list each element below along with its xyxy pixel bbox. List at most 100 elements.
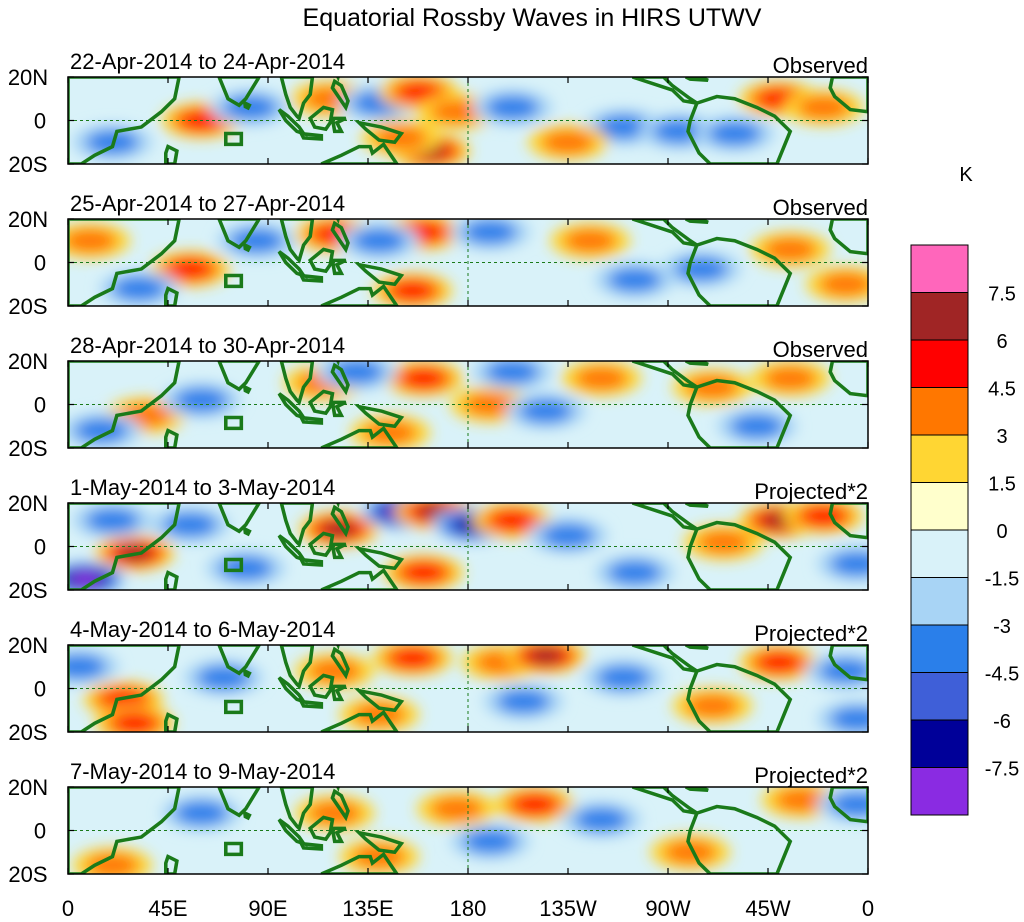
- anomaly-contour: [374, 125, 428, 150]
- colorbar-swatch: [910, 292, 969, 341]
- anomaly-contour: [763, 366, 817, 391]
- panel-2: 20N 0 20S 25-Apr-2014 to 27-Apr-2014 Observe…: [8, 191, 869, 319]
- anomaly-contour: [230, 228, 284, 253]
- colorbar-level-label: -3: [993, 616, 1011, 638]
- y-tick-label: 0: [34, 677, 46, 702]
- anomaly-contour: [541, 130, 595, 155]
- x-tick-label: 0: [862, 896, 874, 921]
- anomaly-contour: [802, 506, 845, 526]
- colorbar-swatch: [910, 244, 969, 293]
- colorbar-level-label: -4.5: [985, 664, 1019, 686]
- colorbar-level-label: 1.5: [988, 474, 1016, 496]
- anomaly-contour: [114, 713, 156, 732]
- y-tick-label: 0: [34, 393, 46, 418]
- anomaly-contour: [574, 807, 628, 832]
- anomaly-contour: [774, 788, 828, 813]
- panel-label: Projected*2: [754, 479, 868, 504]
- anomaly-contour: [86, 853, 139, 874]
- anomaly-contour: [86, 508, 139, 533]
- panel-date-range: 1-May-2014 to 3-May-2014: [70, 475, 335, 500]
- y-tick-label: 20N: [8, 633, 48, 658]
- colorbar-swatch: [910, 529, 969, 578]
- anomaly-contour: [68, 654, 106, 679]
- anomaly-contour: [708, 121, 762, 146]
- y-tick-label: 0: [34, 109, 46, 134]
- anomaly-contour: [112, 276, 166, 301]
- x-tick-label: 45E: [148, 896, 187, 921]
- colorbar-level-label: -1.5: [985, 569, 1019, 591]
- y-tick-label: 20N: [8, 775, 48, 800]
- anomaly-contour: [697, 530, 750, 555]
- y-tick-label: 20N: [8, 65, 48, 90]
- anomaly-contour: [819, 272, 868, 297]
- colorbar-level-label: 0: [996, 521, 1007, 543]
- panel-date-range: 22-Apr-2014 to 24-Apr-2014: [70, 49, 345, 74]
- x-tick-label: 135W: [539, 896, 597, 921]
- colorbar-units-label: K: [959, 164, 973, 186]
- y-tick-label: 20S: [8, 578, 47, 603]
- colorbar-swatch: [910, 624, 969, 673]
- colorbar-level-label: 7.5: [988, 284, 1016, 306]
- panel-label: Projected*2: [754, 621, 868, 646]
- panel-date-range: 28-Apr-2014 to 30-Apr-2014: [70, 333, 345, 358]
- panel-date-range: 7-May-2014 to 9-May-2014: [70, 759, 335, 784]
- y-tick-label: 20S: [8, 720, 47, 745]
- x-tick-label: 90E: [248, 896, 287, 921]
- colorbar-swatch: [910, 577, 969, 626]
- anomaly-contour: [402, 368, 445, 388]
- colorbar-level-label: 4.5: [988, 379, 1016, 401]
- anomaly-contour: [830, 551, 868, 576]
- anomaly-field: [68, 219, 868, 306]
- anomaly-contour: [574, 366, 628, 391]
- anomaly-contour: [486, 361, 539, 384]
- anomaly-contour: [497, 689, 550, 714]
- panel-label: Observed: [773, 53, 868, 78]
- panel-5: 20N 0 20S 4-May-2014 to 6-May-2014 Projected…: [8, 617, 869, 745]
- colorbar-swatch: [910, 719, 969, 768]
- anomaly-contour: [608, 267, 662, 292]
- colorbar-level-label: 6: [996, 331, 1007, 353]
- colorbar-level-label: 3: [996, 426, 1007, 448]
- anomaly-contour: [398, 82, 440, 102]
- anomaly-contour: [797, 95, 850, 120]
- y-tick-label: 20S: [8, 436, 47, 461]
- panels: 20N 0 20S 22-Apr-2014 to 24-Apr-2014 Observe…: [8, 49, 869, 887]
- anomaly-contour: [597, 665, 650, 690]
- anomaly-contour: [519, 399, 573, 424]
- anomaly-contour: [663, 840, 717, 865]
- panel-label: Observed: [773, 195, 868, 220]
- anomaly-contour: [68, 228, 117, 253]
- anomaly-contour: [528, 647, 564, 664]
- anomaly-contour: [174, 801, 228, 826]
- anomaly-contour: [223, 95, 277, 120]
- y-tick-label: 20S: [8, 152, 47, 177]
- colorbar-swatch: [910, 482, 969, 531]
- anomaly-contour: [74, 418, 128, 443]
- anomaly-contour: [486, 95, 539, 120]
- y-tick-label: 20N: [8, 349, 48, 374]
- x-axis: 0 45E 90E 135E 180 135W 90W 45W 0: [62, 896, 874, 921]
- anomaly-contour: [352, 228, 406, 253]
- panel-label: Observed: [773, 337, 868, 362]
- anomaly-field: [68, 361, 831, 448]
- y-tick-label: 20N: [8, 207, 48, 232]
- anomaly-contour: [391, 648, 434, 668]
- panel-date-range: 4-May-2014 to 6-May-2014: [70, 617, 335, 642]
- anomaly-contour: [391, 281, 434, 301]
- anomaly-contour: [830, 706, 868, 731]
- anomaly-contour: [169, 259, 211, 279]
- panel-label: Projected*2: [754, 763, 868, 788]
- x-tick-label: 0: [62, 896, 74, 921]
- panel-date-range: 25-Apr-2014 to 27-Apr-2014: [70, 191, 345, 216]
- anomaly-contour: [541, 523, 595, 548]
- x-tick-label: 45W: [745, 896, 790, 921]
- anomaly-contour: [608, 560, 662, 585]
- panel-6: 20N 0 20S 7-May-2014 to 9-May-2014 Projected…: [8, 759, 869, 887]
- colorbar-swatch: [910, 767, 969, 816]
- anomaly-contour: [514, 794, 556, 814]
- colorbar-level-label: -7.5: [985, 759, 1019, 781]
- anomaly-contour: [597, 115, 650, 140]
- anomaly-contour: [463, 829, 517, 854]
- anomaly-contour: [174, 388, 228, 413]
